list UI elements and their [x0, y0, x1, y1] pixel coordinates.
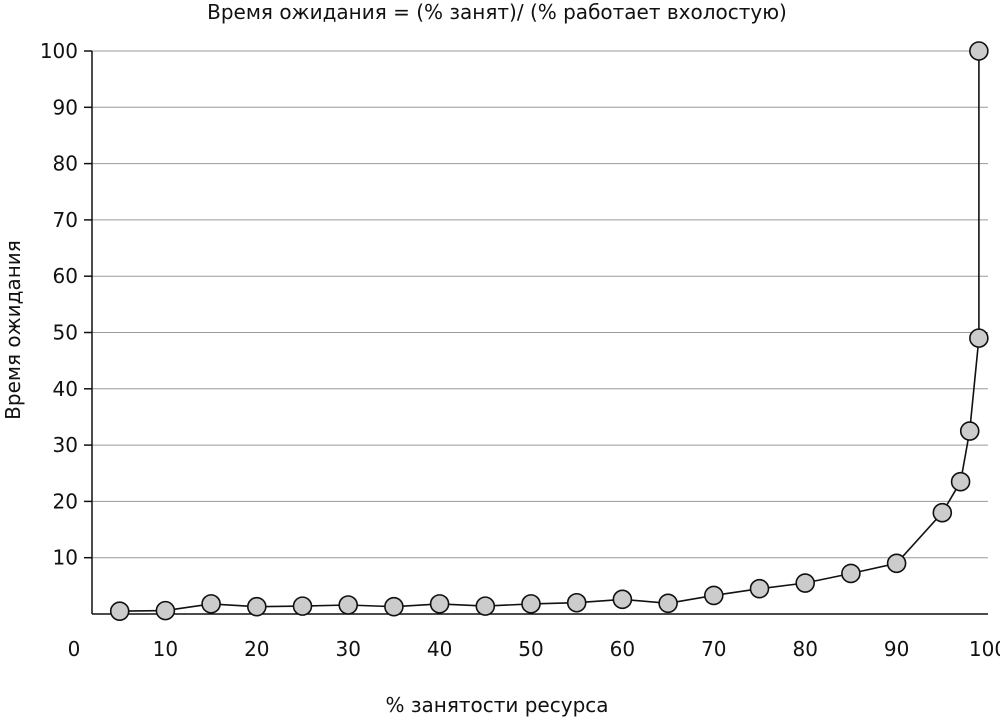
data-point — [429, 594, 450, 614]
data-point — [612, 589, 633, 610]
y-tick-label: 100 — [40, 39, 78, 63]
data-point — [969, 328, 989, 348]
x-tick-label: 10 — [153, 637, 178, 661]
data-point — [959, 421, 980, 441]
data-point — [886, 553, 907, 574]
data-point — [749, 578, 770, 599]
series-group — [109, 41, 989, 621]
y-axis-label: Время ожидания — [1, 240, 25, 420]
data-point — [658, 593, 678, 614]
data-point — [338, 595, 359, 615]
data-point — [292, 596, 313, 616]
x-tick-label: 50 — [518, 637, 543, 661]
y-tick-labels: 10 20 30 40 50 60 70 80 90 100 — [40, 39, 92, 570]
data-point — [932, 502, 953, 523]
chart-title: Время ожидания = (% занят)/ (% работает … — [207, 0, 787, 24]
y-tick-label: 10 — [53, 546, 78, 570]
data-point — [795, 573, 816, 593]
x-tick-label: 90 — [884, 637, 909, 661]
x-tick-label: 100 — [969, 637, 1000, 661]
x-tick-label: 20 — [244, 637, 269, 661]
y-tick-label: 40 — [53, 377, 78, 401]
data-point — [109, 601, 130, 621]
x-tick-label: 0 — [68, 637, 81, 661]
data-point — [841, 563, 861, 584]
data-point — [566, 592, 587, 613]
x-tick-label: 30 — [335, 637, 360, 661]
y-tick-label: 30 — [53, 433, 78, 457]
y-tick-label: 90 — [53, 95, 78, 119]
data-point — [703, 585, 724, 606]
y-tick-label: 60 — [53, 264, 78, 288]
y-tick-label: 50 — [53, 321, 78, 345]
y-tick-label: 20 — [53, 489, 78, 513]
data-point — [246, 596, 267, 617]
grid-lines — [92, 50, 988, 559]
data-point — [475, 596, 496, 616]
y-tick-label: 80 — [53, 152, 78, 176]
x-tick-label: 70 — [701, 637, 726, 661]
data-point — [384, 596, 404, 617]
data-point — [969, 41, 989, 61]
x-tick-label: 80 — [792, 637, 817, 661]
x-tick-labels: 0 10 20 30 40 50 60 70 80 90 100 — [68, 637, 1000, 661]
x-tick-label: 40 — [427, 637, 452, 661]
data-point — [201, 594, 221, 614]
y-tick-label: 70 — [53, 208, 78, 232]
x-axis-label: % занятости ресурса — [385, 693, 608, 717]
series-line — [119, 51, 980, 612]
data-point — [950, 471, 971, 492]
x-tick-label: 60 — [610, 637, 635, 661]
data-point — [155, 600, 176, 621]
data-point — [521, 594, 541, 614]
